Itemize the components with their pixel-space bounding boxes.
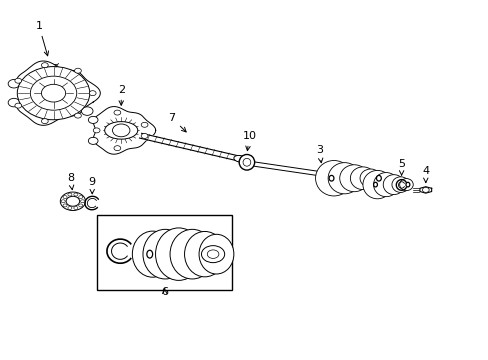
Ellipse shape [383,175,404,194]
Text: 9: 9 [88,177,96,194]
Circle shape [112,124,130,137]
Ellipse shape [199,234,233,274]
Ellipse shape [142,229,187,279]
Circle shape [41,63,48,68]
Polygon shape [93,107,155,154]
Polygon shape [253,162,326,177]
Polygon shape [419,187,431,193]
Ellipse shape [373,182,377,187]
Text: 7: 7 [168,113,186,132]
Circle shape [79,204,82,207]
Circle shape [30,76,77,110]
Ellipse shape [233,156,245,162]
Text: 8: 8 [67,173,74,190]
Circle shape [15,103,21,108]
Ellipse shape [362,170,391,199]
Ellipse shape [184,231,224,277]
Circle shape [74,207,78,210]
Circle shape [66,196,80,206]
Circle shape [41,84,65,102]
Text: 10: 10 [242,131,256,150]
Circle shape [88,137,98,144]
Circle shape [68,207,72,210]
Circle shape [114,110,121,115]
Polygon shape [17,61,100,125]
Circle shape [89,91,96,96]
Ellipse shape [155,228,202,280]
Ellipse shape [239,154,254,170]
Circle shape [68,193,72,196]
Circle shape [61,200,65,203]
Ellipse shape [243,158,250,166]
Circle shape [8,80,20,88]
Circle shape [141,122,148,127]
Circle shape [79,195,82,199]
Ellipse shape [315,161,351,196]
Ellipse shape [132,231,173,277]
Ellipse shape [405,182,409,187]
Ellipse shape [339,165,368,192]
Circle shape [74,113,81,118]
Ellipse shape [350,167,375,190]
Circle shape [41,119,48,123]
Circle shape [74,68,81,73]
Ellipse shape [391,177,408,192]
Circle shape [17,67,90,120]
Ellipse shape [376,175,381,181]
Circle shape [141,134,148,139]
Ellipse shape [104,122,138,139]
Circle shape [74,193,78,196]
Circle shape [63,195,67,199]
Text: 4: 4 [421,166,428,183]
Circle shape [114,146,121,150]
Circle shape [201,246,224,263]
Ellipse shape [170,229,214,279]
Circle shape [93,128,100,133]
Text: 3: 3 [315,145,322,163]
Ellipse shape [373,172,398,197]
Ellipse shape [146,250,152,258]
Ellipse shape [399,179,412,191]
Text: 6: 6 [161,287,168,297]
Text: 1: 1 [36,21,48,56]
Ellipse shape [328,175,333,181]
Text: 2: 2 [118,85,124,105]
Ellipse shape [359,169,381,188]
Polygon shape [365,180,389,186]
Ellipse shape [368,171,386,185]
Circle shape [207,250,219,258]
Circle shape [63,204,67,207]
Bar [97,215,232,290]
Text: 5: 5 [397,159,404,175]
Circle shape [81,200,84,203]
Circle shape [60,192,85,211]
Circle shape [8,98,20,107]
Circle shape [422,188,428,192]
Circle shape [88,116,98,123]
Ellipse shape [327,163,360,194]
Circle shape [15,78,21,83]
Circle shape [81,107,93,115]
Polygon shape [139,133,240,161]
